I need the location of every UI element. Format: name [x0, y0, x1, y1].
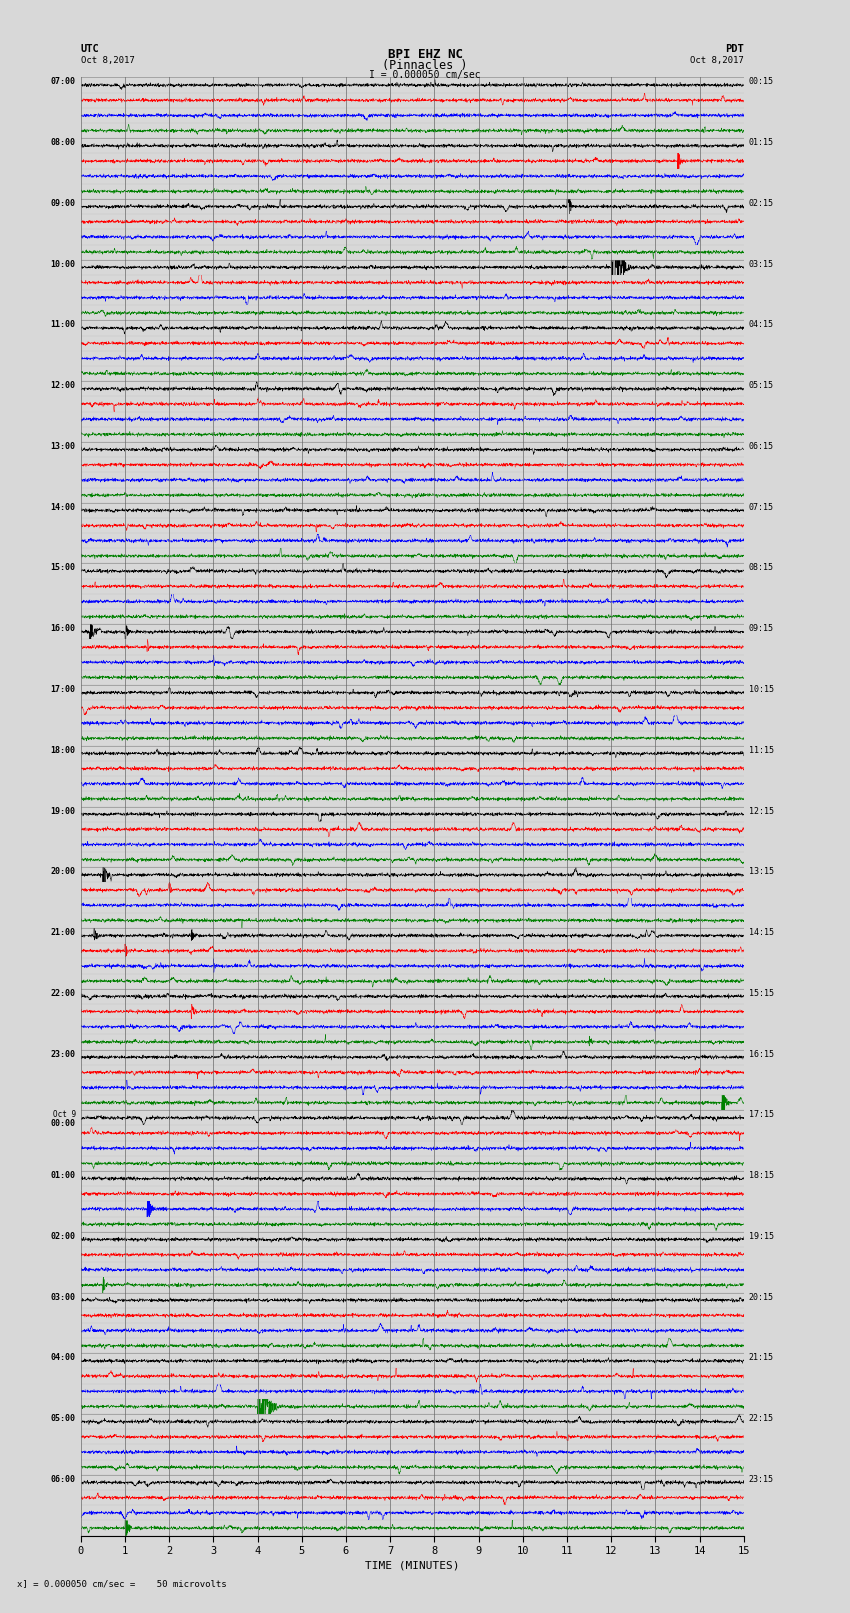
Text: 00:15: 00:15: [749, 77, 774, 87]
Text: 19:15: 19:15: [749, 1232, 774, 1240]
Text: 17:15: 17:15: [749, 1110, 774, 1119]
Text: 08:15: 08:15: [749, 563, 774, 573]
Text: BPI EHZ NC: BPI EHZ NC: [388, 47, 462, 61]
Text: 11:00: 11:00: [51, 321, 76, 329]
X-axis label: TIME (MINUTES): TIME (MINUTES): [365, 1560, 460, 1569]
Text: Oct 8,2017: Oct 8,2017: [81, 56, 134, 65]
Text: 13:00: 13:00: [51, 442, 76, 452]
Text: UTC: UTC: [81, 44, 99, 55]
Text: 12:00: 12:00: [51, 381, 76, 390]
Text: 09:15: 09:15: [749, 624, 774, 634]
Text: 06:15: 06:15: [749, 442, 774, 452]
Text: 05:00: 05:00: [51, 1415, 76, 1423]
Text: 14:00: 14:00: [51, 503, 76, 511]
Text: 08:00: 08:00: [51, 139, 76, 147]
Text: 12:15: 12:15: [749, 806, 774, 816]
Text: 18:15: 18:15: [749, 1171, 774, 1181]
Text: 15:00: 15:00: [51, 563, 76, 573]
Text: 15:15: 15:15: [749, 989, 774, 998]
Text: Oct 8,2017: Oct 8,2017: [690, 56, 744, 65]
Text: 11:15: 11:15: [749, 745, 774, 755]
Text: 03:15: 03:15: [749, 260, 774, 269]
Text: 19:00: 19:00: [51, 806, 76, 816]
Text: 22:00: 22:00: [51, 989, 76, 998]
Text: 22:15: 22:15: [749, 1415, 774, 1423]
Text: 14:15: 14:15: [749, 927, 774, 937]
Text: 07:15: 07:15: [749, 503, 774, 511]
Text: 00:00: 00:00: [51, 1119, 76, 1129]
Text: (Pinnacles ): (Pinnacles ): [382, 58, 468, 73]
Text: 09:00: 09:00: [51, 198, 76, 208]
Text: 04:00: 04:00: [51, 1353, 76, 1363]
Text: 17:00: 17:00: [51, 686, 76, 694]
Text: 07:00: 07:00: [51, 77, 76, 87]
Text: 01:15: 01:15: [749, 139, 774, 147]
Text: 03:00: 03:00: [51, 1292, 76, 1302]
Text: 13:15: 13:15: [749, 868, 774, 876]
Text: I = 0.000050 cm/sec: I = 0.000050 cm/sec: [369, 69, 481, 81]
Text: 04:15: 04:15: [749, 321, 774, 329]
Text: 06:00: 06:00: [51, 1474, 76, 1484]
Text: 21:00: 21:00: [51, 927, 76, 937]
Text: 10:15: 10:15: [749, 686, 774, 694]
Text: 02:00: 02:00: [51, 1232, 76, 1240]
Text: 02:15: 02:15: [749, 198, 774, 208]
Text: Oct 9: Oct 9: [53, 1110, 76, 1119]
Text: PDT: PDT: [725, 44, 744, 55]
Text: 16:15: 16:15: [749, 1050, 774, 1058]
Text: 18:00: 18:00: [51, 745, 76, 755]
Text: x] = 0.000050 cm/sec =    50 microvolts: x] = 0.000050 cm/sec = 50 microvolts: [17, 1579, 227, 1589]
Text: 05:15: 05:15: [749, 381, 774, 390]
Text: 23:15: 23:15: [749, 1474, 774, 1484]
Text: 10:00: 10:00: [51, 260, 76, 269]
Text: 01:00: 01:00: [51, 1171, 76, 1181]
Text: 16:00: 16:00: [51, 624, 76, 634]
Text: 20:15: 20:15: [749, 1292, 774, 1302]
Text: 20:00: 20:00: [51, 868, 76, 876]
Text: 21:15: 21:15: [749, 1353, 774, 1363]
Text: 23:00: 23:00: [51, 1050, 76, 1058]
